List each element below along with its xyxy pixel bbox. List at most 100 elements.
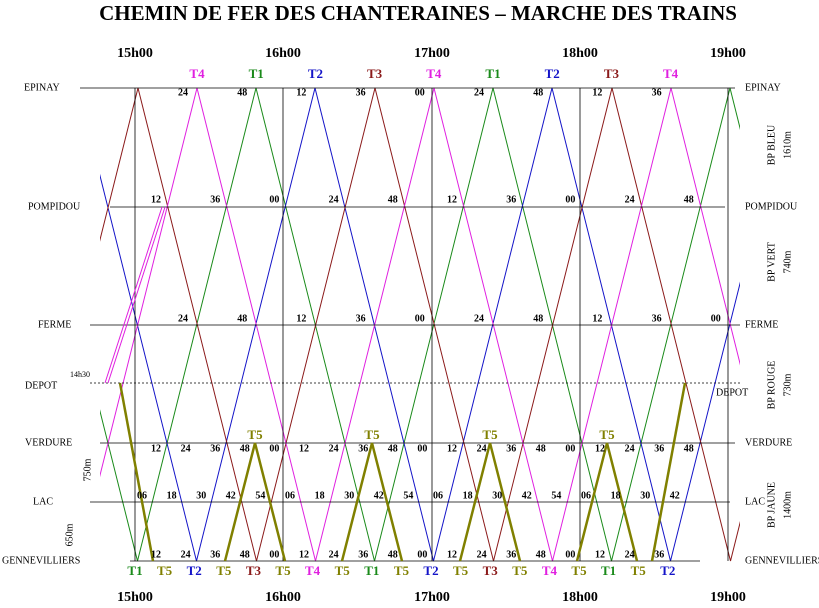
minute-label: 48 <box>533 313 543 324</box>
depot-line <box>107 206 166 384</box>
station-label: GENNEVILLIERS <box>745 555 819 566</box>
minute-label: 24 <box>181 443 191 454</box>
minute-label: 48 <box>388 549 398 560</box>
minute-label: 42 <box>374 490 384 501</box>
minute-label: 24 <box>329 443 339 454</box>
minute-label: 24 <box>178 87 188 98</box>
minute-label: 30 <box>492 490 502 501</box>
minute-label: 48 <box>536 549 546 560</box>
minute-label: 36 <box>210 194 220 205</box>
hour-label: 18h00 <box>562 590 598 605</box>
hour-label: 16h00 <box>265 590 301 605</box>
train-label: T5 <box>247 427 263 442</box>
shuttle-path <box>650 382 687 562</box>
train-label: T5 <box>335 563 351 578</box>
hour-label: 15h00 <box>117 590 153 605</box>
minute-label: 24 <box>474 87 484 98</box>
train-label: T2 <box>545 66 560 81</box>
minute-label: 00 <box>711 313 721 324</box>
train-label: T2 <box>660 563 675 578</box>
hour-label: 17h00 <box>414 46 450 61</box>
minute-label: 18 <box>315 490 325 501</box>
minute-label: 12 <box>595 549 605 560</box>
minute-label: 24 <box>477 549 487 560</box>
minute-label: 48 <box>684 194 694 205</box>
minute-label: 36 <box>356 313 366 324</box>
minute-label: 36 <box>356 87 366 98</box>
minute-label: 36 <box>210 549 220 560</box>
minute-label: 54 <box>403 490 413 501</box>
minute-label: 48 <box>533 87 543 98</box>
train-label: T5 <box>599 427 615 442</box>
minute-label: 42 <box>226 490 236 501</box>
minute-label: 48 <box>388 443 398 454</box>
minute-label: 48 <box>388 194 398 205</box>
shuttle-path <box>575 442 639 562</box>
minute-label: 00 <box>565 194 575 205</box>
station-label: VERDURE <box>745 437 792 448</box>
minute-label: 06 <box>285 490 295 501</box>
hour-label: 19h00 <box>710 590 746 605</box>
minute-label: 12 <box>299 443 309 454</box>
train-label: T4 <box>542 563 558 578</box>
minute-label: 18 <box>463 490 473 501</box>
minute-label: 36 <box>654 549 664 560</box>
train-label: T2 <box>308 66 323 81</box>
minute-label: 00 <box>417 443 427 454</box>
depot-line <box>104 206 163 384</box>
station-label: EPINAY <box>745 82 781 93</box>
minute-label: 42 <box>670 490 680 501</box>
minute-label: 36 <box>210 443 220 454</box>
section-length: 730m <box>782 373 793 396</box>
station-label: LAC <box>745 496 765 507</box>
minute-label: 12 <box>151 443 161 454</box>
minute-label: 00 <box>565 549 575 560</box>
station-label: FERME <box>38 319 71 330</box>
minute-label: 12 <box>299 549 309 560</box>
station-label: LAC <box>33 496 53 507</box>
minute-label: 36 <box>506 549 516 560</box>
station-label: POMPIDOU <box>745 201 798 212</box>
shuttle-path <box>340 442 404 562</box>
minute-label: 48 <box>240 443 250 454</box>
train-label: T5 <box>394 563 410 578</box>
minute-label: 42 <box>522 490 532 501</box>
minute-label: 12 <box>592 313 602 324</box>
minute-label: 00 <box>417 549 427 560</box>
train-label: T5 <box>482 427 498 442</box>
train-label: T4 <box>426 66 442 81</box>
train-label: T1 <box>249 66 264 81</box>
station-label: VERDURE <box>25 437 72 448</box>
train-label: T3 <box>367 66 383 81</box>
minute-label: 06 <box>581 490 591 501</box>
train-label: T5 <box>631 563 647 578</box>
train-label: T2 <box>423 563 438 578</box>
length-label: 650m <box>64 523 75 546</box>
minute-label: 36 <box>652 87 662 98</box>
minute-label: 48 <box>240 549 250 560</box>
shuttle-path <box>118 382 155 562</box>
minute-label: 12 <box>447 443 457 454</box>
minute-label: 00 <box>269 443 279 454</box>
train-label: T5 <box>275 563 291 578</box>
train-label: T3 <box>483 563 499 578</box>
minute-label: 18 <box>167 490 177 501</box>
station-label: EPINAY <box>24 82 60 93</box>
minute-label: 48 <box>237 313 247 324</box>
station-label: DEPOT <box>716 387 748 398</box>
section-name: BP ROUGE <box>766 361 777 410</box>
train-label: T5 <box>571 563 587 578</box>
train-label: T5 <box>453 563 469 578</box>
minute-label: 30 <box>196 490 206 501</box>
length-label: 750m <box>82 458 93 481</box>
shuttle-path <box>458 442 522 562</box>
train-label: T2 <box>187 563 202 578</box>
minute-label: 06 <box>433 490 443 501</box>
minute-label: 18 <box>611 490 621 501</box>
minute-label: 12 <box>595 443 605 454</box>
minute-label: 36 <box>652 313 662 324</box>
minute-label: 06 <box>137 490 147 501</box>
minute-label: 36 <box>506 443 516 454</box>
section-name: BP JAUNE <box>766 482 777 528</box>
